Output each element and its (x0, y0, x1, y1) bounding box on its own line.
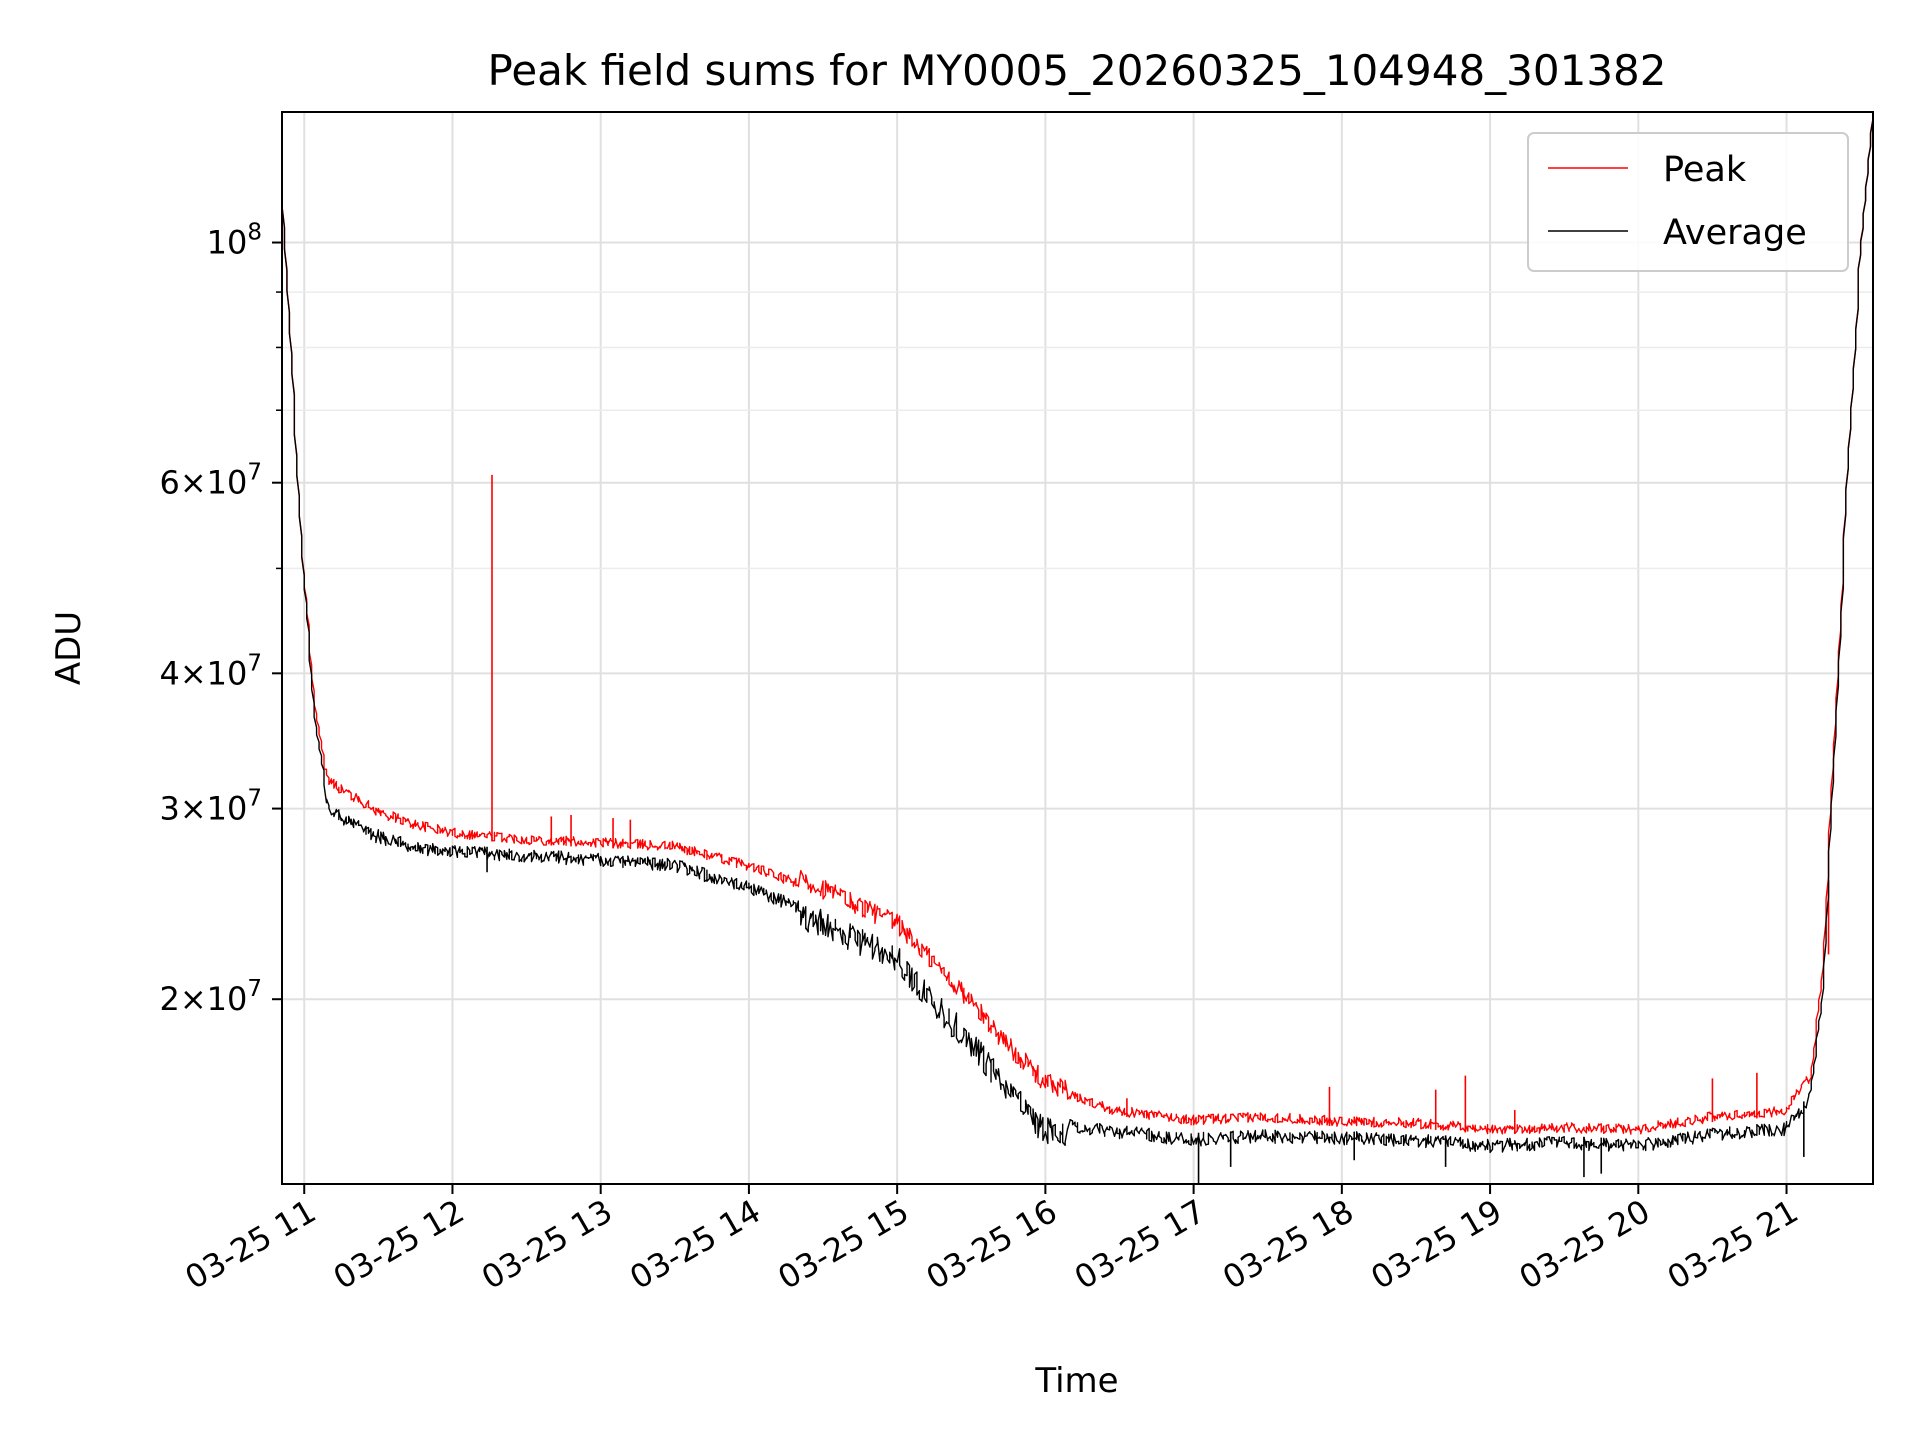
chart-title: Peak field sums for MY0005_20260325_1049… (487, 46, 1666, 95)
x-axis-title: Time (1034, 1361, 1118, 1401)
y-axis: 108 6×107 4×107 3×107 2×107 (159, 220, 282, 1018)
y-tick-label: 3×107 (159, 786, 262, 828)
legend: Peak Average (1527, 132, 1849, 272)
y-tick-label: 2×107 (159, 976, 262, 1018)
legend-label-average: Average (1663, 213, 1807, 253)
series-line-average (282, 119, 1873, 1154)
series-layer (282, 118, 1873, 1184)
y-tick-label: 6×107 (159, 460, 262, 502)
grid (282, 112, 1873, 1184)
axes-frame (281, 111, 1874, 1185)
y-axis-title: ADU (49, 611, 89, 685)
legend-label-peak: Peak (1663, 150, 1747, 190)
series-line-peak (282, 118, 1873, 1135)
plot-area (282, 118, 1873, 1184)
y-tick-label: 108 (207, 220, 262, 262)
y-tick-label: 4×107 (159, 650, 262, 692)
